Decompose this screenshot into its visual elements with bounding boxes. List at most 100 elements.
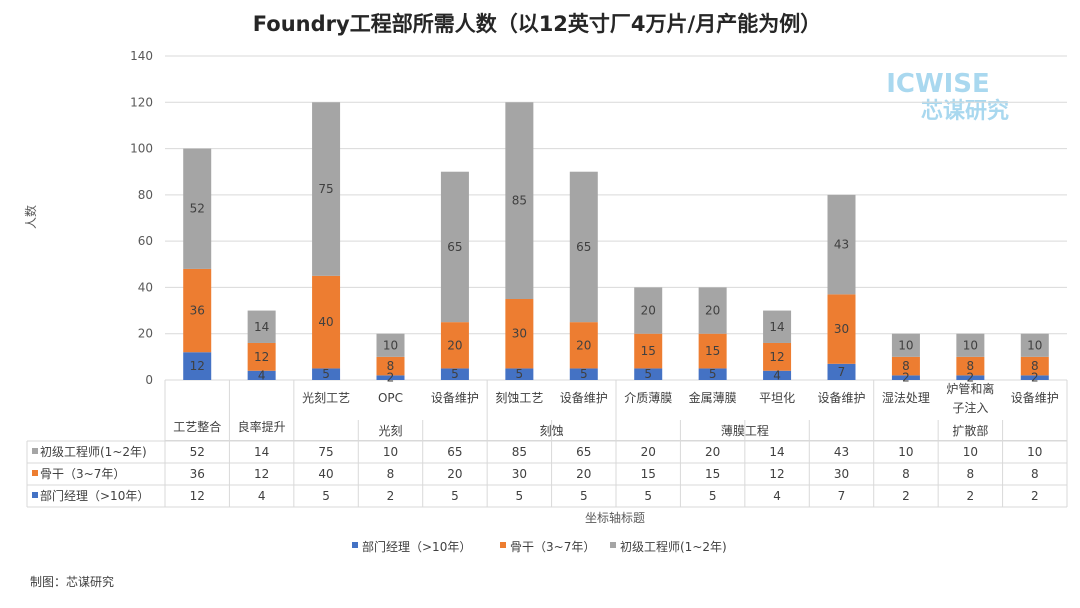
- bar-segment: [698, 333, 727, 369]
- category-label: 介质薄膜: [624, 390, 672, 405]
- data-label: 10: [383, 338, 398, 352]
- table-cell: 7: [838, 489, 846, 503]
- table-cell: 40: [318, 467, 333, 481]
- bar-segment: [827, 363, 856, 380]
- y-axis-label: 人数: [23, 205, 38, 229]
- data-labels: 1236524121454075281052065530855206551520…: [190, 182, 1043, 385]
- bar-segment: [183, 148, 212, 269]
- data-label: 5: [709, 367, 717, 381]
- table-cell: 20: [641, 445, 656, 459]
- bar-segment: [569, 322, 598, 369]
- category-label: 刻蚀工艺: [495, 391, 543, 405]
- table-cell: 12: [769, 467, 784, 481]
- category-label: 湿法处理: [882, 390, 930, 405]
- bar-segment: [698, 287, 727, 334]
- data-label: 10: [898, 338, 913, 352]
- y-tick-label: 40: [138, 280, 153, 294]
- bar-segment: [183, 352, 212, 380]
- data-label: 5: [516, 367, 524, 381]
- group-label: 扩散部: [952, 423, 988, 438]
- bar-segment: [1020, 333, 1049, 357]
- bar-segment: [891, 333, 920, 357]
- table-cell: 4: [258, 489, 266, 503]
- table-legend-key: [32, 470, 38, 476]
- data-label: 12: [190, 359, 205, 373]
- bar-segment: [505, 102, 534, 300]
- data-label: 8: [902, 359, 910, 373]
- table-cell: 10: [1027, 445, 1042, 459]
- category-label: 设备维护: [817, 391, 865, 405]
- table-cell: 30: [512, 467, 527, 481]
- data-label: 15: [705, 344, 720, 358]
- legend-key: [610, 542, 616, 548]
- data-label: 30: [834, 322, 849, 336]
- table-cell: 75: [318, 445, 333, 459]
- bar-segment: [763, 310, 792, 343]
- table-cell: 5: [644, 489, 652, 503]
- table-cell: 20: [576, 467, 591, 481]
- y-tick-label: 60: [138, 234, 153, 248]
- data-label: 40: [318, 315, 333, 329]
- data-table: 工艺整合 良率提升 光刻工艺 OPC 设备维护 刻蚀工艺 设备维护 介质薄膜 金属薄膜 平坦化 设备…: [26, 380, 1068, 508]
- table-cell: 85: [512, 445, 527, 459]
- bar-segment: [569, 368, 598, 380]
- data-label: 8: [967, 359, 975, 373]
- table-cell: 8: [902, 467, 910, 481]
- bar-segment: [827, 294, 856, 364]
- table-cell: 14: [769, 445, 784, 459]
- bar-segment: [505, 299, 534, 369]
- data-label: 30: [512, 327, 527, 341]
- data-label: 12: [769, 350, 784, 364]
- y-tick-label: 140: [130, 49, 153, 63]
- bar-segment: [440, 368, 469, 380]
- legend: 部门经理（>10年） 骨干（3~7年） 初级工程师(1~2年): [352, 539, 727, 554]
- bar-segment: [312, 368, 341, 380]
- chart-title: Foundry工程部所需人数（以12英寸厂4万片/月产能为例）: [253, 12, 821, 36]
- data-label: 43: [834, 238, 849, 252]
- data-label: 7: [838, 365, 846, 379]
- table-cell: 8: [1031, 467, 1039, 481]
- category-label: 子注入: [952, 400, 988, 415]
- bar-segment: [763, 370, 792, 380]
- data-label: 65: [447, 240, 462, 254]
- data-label: 2: [902, 371, 910, 385]
- data-label: 12: [254, 350, 269, 364]
- table-cell: 12: [190, 489, 205, 503]
- table-cell: 20: [447, 467, 462, 481]
- legend-entry: 初级工程师(1~2年): [620, 539, 727, 554]
- table-cell: 52: [190, 445, 205, 459]
- bar-segment: [634, 287, 663, 334]
- bars: [183, 102, 1049, 380]
- bar-segment: [956, 333, 985, 357]
- bar-segment: [891, 356, 920, 376]
- legend-entry: 骨干（3~7年）: [510, 540, 595, 554]
- table-cell: 43: [834, 445, 849, 459]
- table-cell: 5: [580, 489, 588, 503]
- table-legend-key: [32, 492, 38, 498]
- category-label: 光刻工艺: [302, 391, 350, 405]
- data-label: 2: [387, 371, 395, 385]
- table-cell: 5: [709, 489, 717, 503]
- table-cell: 2: [902, 489, 910, 503]
- bar-segment: [1020, 356, 1049, 376]
- table-cell: 8: [387, 467, 395, 481]
- bar-segment: [247, 342, 276, 371]
- bar-segment: [440, 171, 469, 323]
- bar-segment: [827, 194, 856, 295]
- table-series-name: 骨干（3~7年）: [40, 467, 125, 481]
- group-label: 刻蚀: [540, 424, 564, 438]
- table-cell: 10: [963, 445, 978, 459]
- logo-top-text: ICWISE: [886, 69, 990, 99]
- data-label: 5: [322, 367, 330, 381]
- table-legend-key: [32, 448, 38, 454]
- data-label: 20: [641, 304, 656, 318]
- category-label: 设备维护: [560, 391, 608, 405]
- bar-segment: [634, 368, 663, 380]
- data-label: 65: [576, 240, 591, 254]
- y-axis: 0 20 40 60 80 100 120 140: [130, 49, 153, 387]
- bar-segment: [247, 370, 276, 380]
- table-series-name: 部门经理（>10年）: [40, 488, 149, 503]
- category-label: 良率提升: [238, 419, 286, 434]
- bar-segment: [891, 375, 920, 380]
